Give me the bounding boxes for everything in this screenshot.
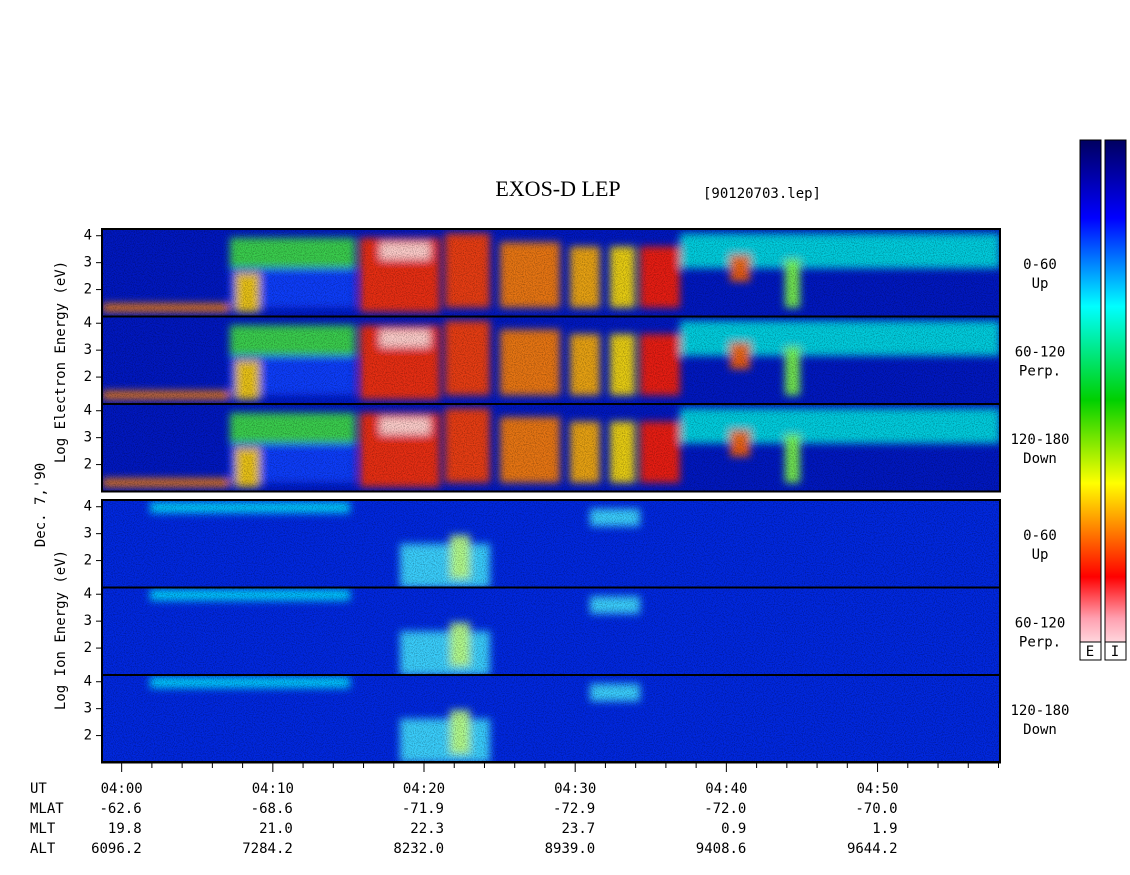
ephemeris-value: -71.9 (402, 801, 444, 817)
panel (102, 404, 1000, 492)
ephemeris-value: 19.8 (108, 821, 142, 837)
pitch-angle-label: 120-180 (1010, 432, 1069, 448)
colorbar (1079, 139, 1102, 661)
noise (102, 587, 1000, 675)
pitch-angle-label: 0-60 (1023, 528, 1057, 544)
y-tick-label: 2 (84, 640, 92, 656)
y-tick-label: 3 (84, 255, 92, 271)
y-tick-label: 2 (84, 553, 92, 569)
direction-label: Down (1023, 722, 1057, 738)
x-tick-label: 04:20 (403, 781, 445, 797)
colorbar (1104, 139, 1127, 661)
direction-label: Perp. (1019, 635, 1061, 651)
ephemeris-value: 7284.2 (242, 841, 293, 857)
file-name: [90120703.lep] (703, 186, 821, 202)
colorbar-label: I (1111, 644, 1119, 660)
y-tick-label: 3 (84, 342, 92, 358)
date-label: Dec. 7,'90 (33, 463, 49, 547)
ephemeris-value: 8232.0 (393, 841, 444, 857)
ephemeris-value: 8939.0 (545, 841, 596, 857)
panel (102, 229, 1000, 317)
pitch-angle-label: 60-120 (1015, 345, 1066, 361)
panel-frame (101, 403, 1001, 493)
y-tick-label: 4 (84, 674, 92, 690)
ephemeris-label: MLAT (30, 801, 64, 817)
direction-label: Up (1032, 547, 1049, 563)
ephemeris-label: MLT (30, 821, 56, 837)
ephemeris-value: -70.0 (855, 801, 897, 817)
x-tick-label: 04:10 (252, 781, 294, 797)
ephemeris-value: 23.7 (561, 821, 595, 837)
panel (102, 587, 1000, 675)
y-tick-label: 4 (84, 315, 92, 331)
noise (102, 316, 1000, 404)
y-tick-label: 3 (84, 526, 92, 542)
y-tick-label: 3 (84, 613, 92, 629)
x-tick-label: 04:40 (705, 781, 747, 797)
direction-label: Up (1032, 276, 1049, 292)
electron-axis-label: Log Electron Energy (eV) (53, 261, 69, 463)
y-tick-label: 2 (84, 369, 92, 385)
y-tick-label: 4 (84, 499, 92, 515)
ephemeris-value: -68.6 (251, 801, 293, 817)
y-tick-label: 3 (84, 430, 92, 446)
ephemeris-value: -72.0 (704, 801, 746, 817)
y-tick-label: 2 (84, 457, 92, 473)
ephemeris-value: 9644.2 (847, 841, 898, 857)
direction-label: Down (1023, 451, 1057, 467)
noise (102, 404, 1000, 492)
colorbar-label: E (1086, 644, 1094, 660)
ephemeris-value: 9408.6 (696, 841, 747, 857)
y-tick-label: 2 (84, 282, 92, 298)
panel (102, 500, 1000, 588)
colorbar-label-box (1079, 641, 1102, 661)
pitch-angle-label: 60-120 (1015, 616, 1066, 632)
y-tick-label: 4 (84, 586, 92, 602)
pitch-angle-label: 120-180 (1010, 703, 1069, 719)
y-tick-label: 4 (84, 228, 92, 244)
y-tick-label: 3 (84, 701, 92, 717)
panel (102, 316, 1000, 404)
ephemeris-value: 22.3 (410, 821, 444, 837)
panel (102, 675, 1000, 763)
ephemeris-label: UT (30, 781, 47, 797)
direction-label: Perp. (1019, 364, 1061, 380)
y-tick-label: 4 (84, 403, 92, 419)
ion-axis-label: Log Ion Energy (eV) (53, 550, 69, 710)
x-tick-label: 04:30 (554, 781, 596, 797)
ephemeris-value: 0.9 (721, 821, 746, 837)
ephemeris-label: ALT (30, 841, 56, 857)
ephemeris-value: 21.0 (259, 821, 293, 837)
x-tick-label: 04:50 (856, 781, 898, 797)
ephemeris-value: 6096.2 (91, 841, 142, 857)
ephemeris-value: -72.9 (553, 801, 595, 817)
pitch-angle-label: 0-60 (1023, 257, 1057, 273)
noise (102, 675, 1000, 763)
y-tick-label: 2 (84, 728, 92, 744)
ephemeris-value: 1.9 (872, 821, 897, 837)
noise (102, 229, 1000, 317)
title: EXOS-D LEP (495, 176, 620, 201)
ephemeris-value: -62.6 (99, 801, 141, 817)
colorbar-label-box (1104, 641, 1127, 661)
noise (102, 500, 1000, 588)
x-tick-label: 04:00 (101, 781, 143, 797)
